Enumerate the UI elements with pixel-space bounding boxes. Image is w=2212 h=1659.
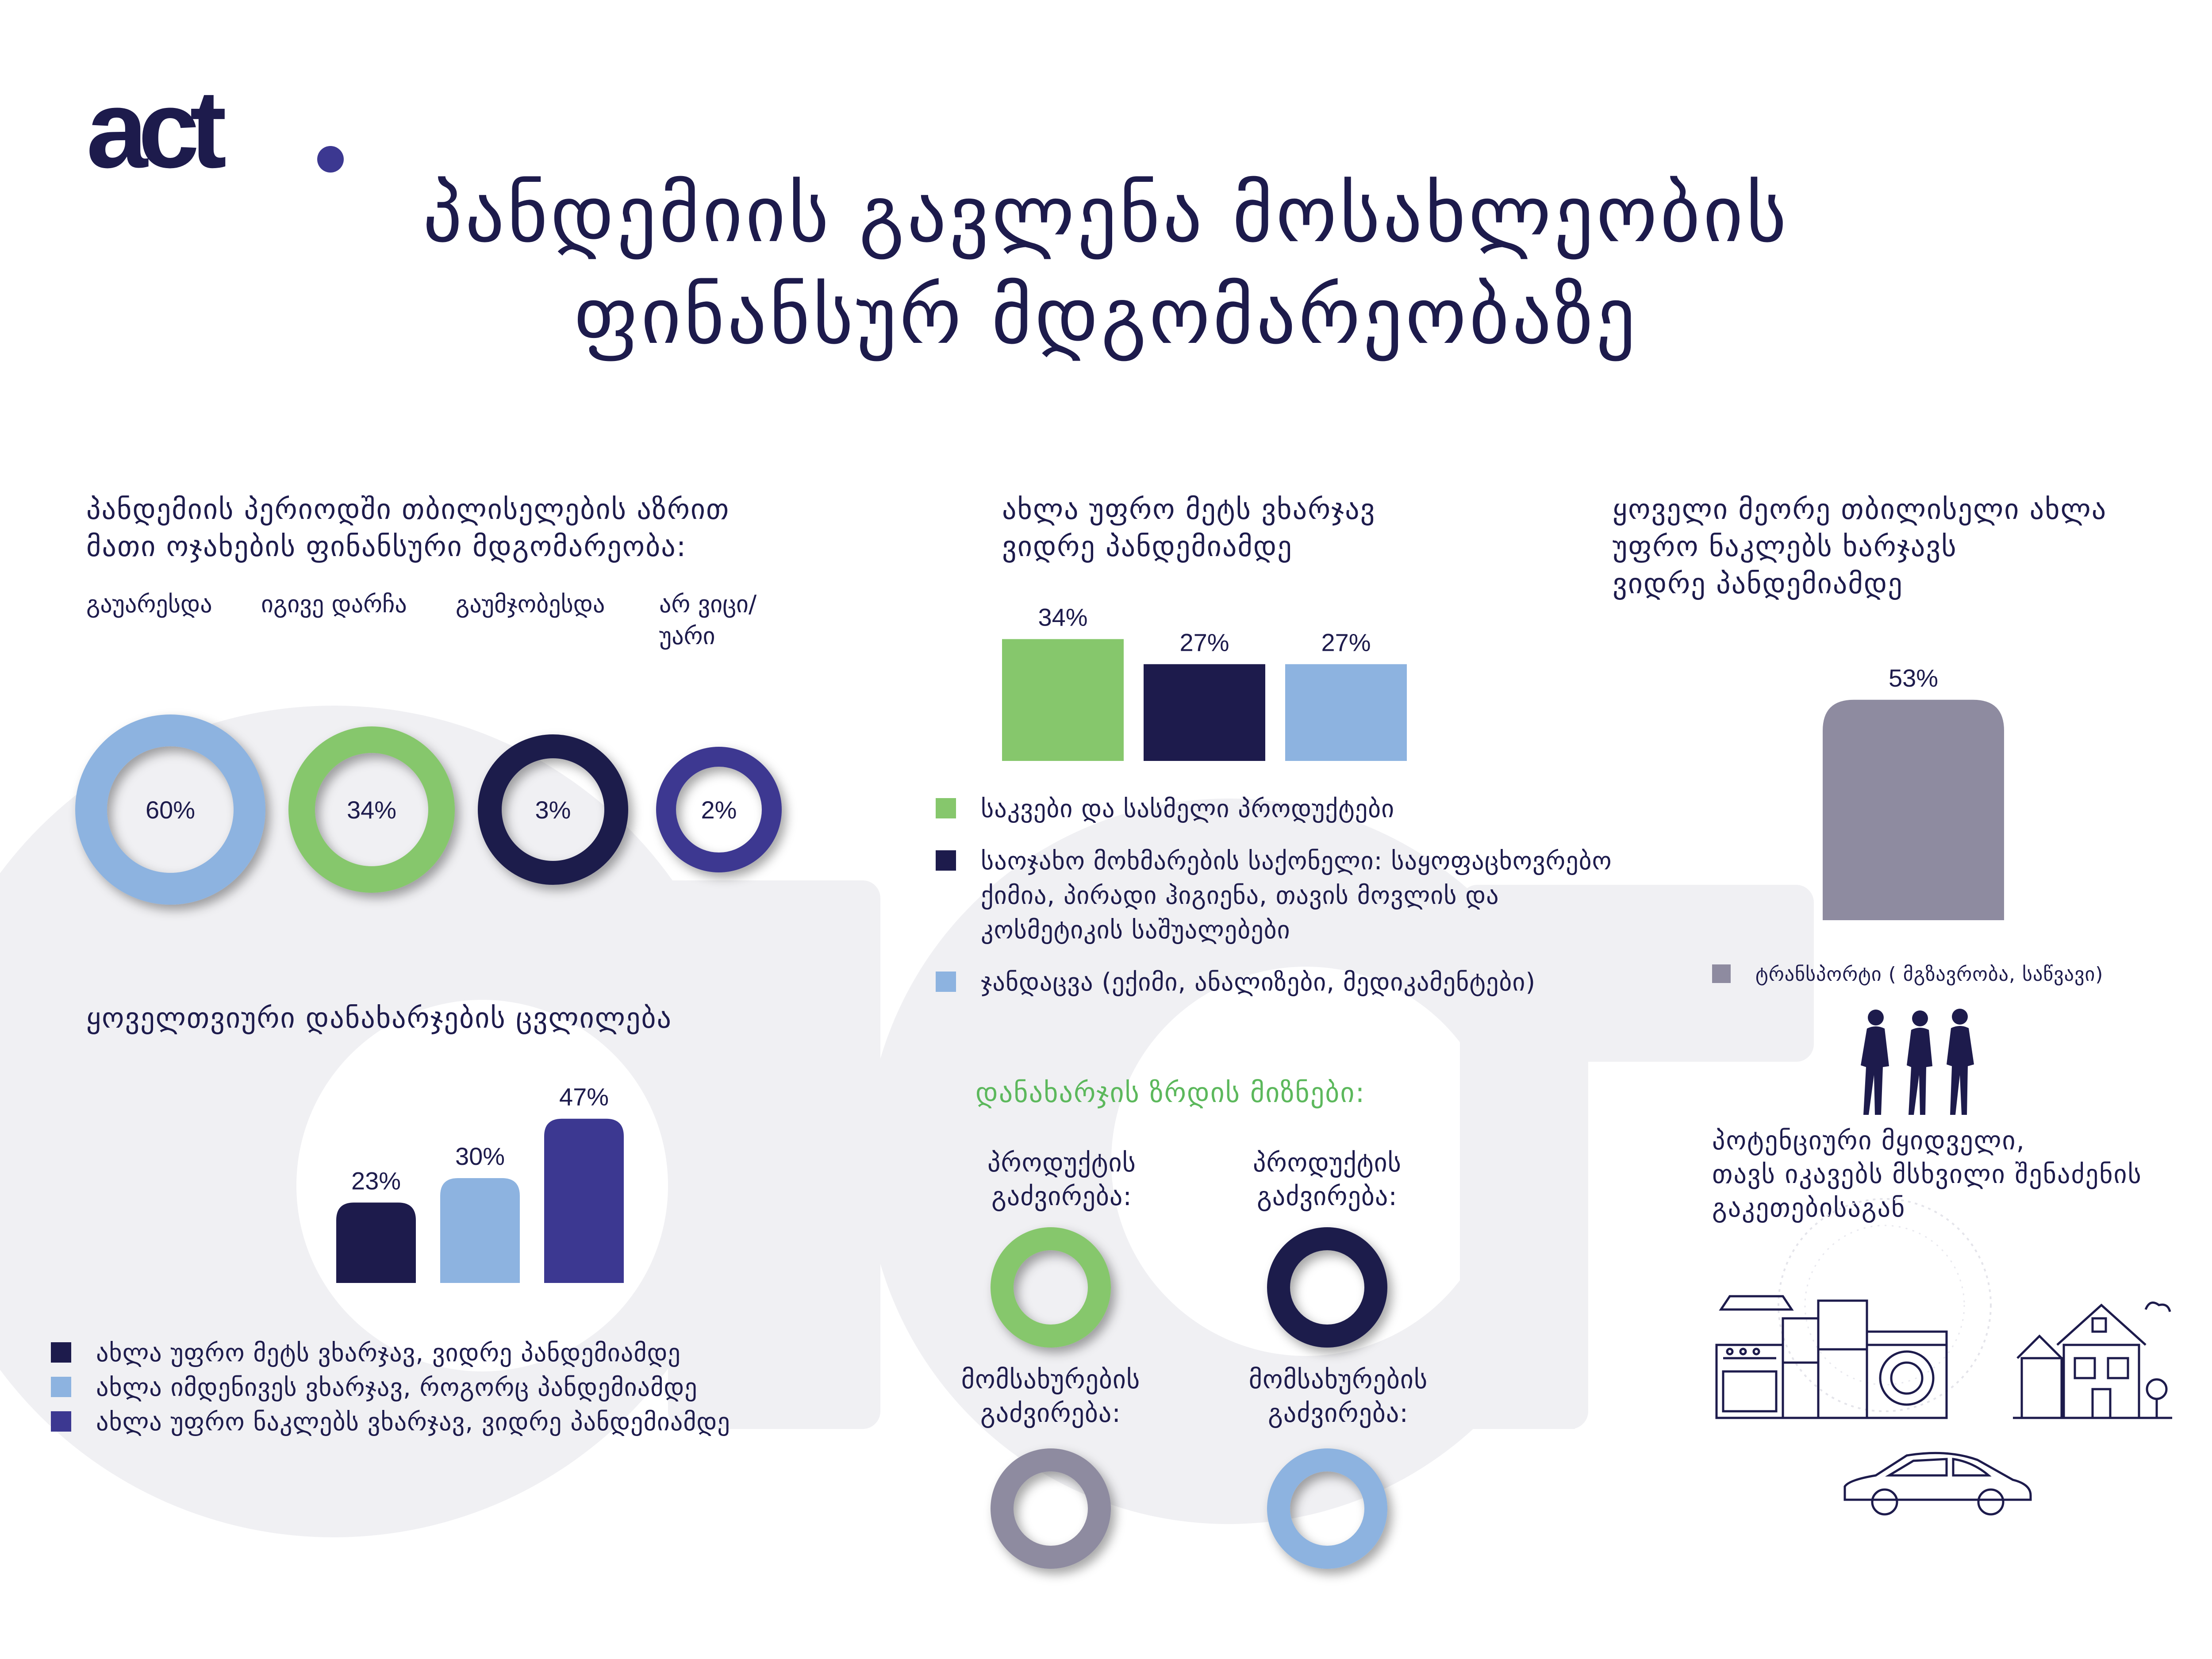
- legend-item-same: ახლა იმდენივეს ვხარჯავ, როგორც პანდემიამ…: [51, 1371, 847, 1405]
- reason-label-service-2: მომსახურების გაძვირება:: [1248, 1364, 1428, 1428]
- donut-1: [75, 714, 265, 905]
- donut-3: [478, 734, 628, 885]
- category-label-worsened: გაუარესდა: [86, 590, 212, 618]
- donut-label-3: 3%: [535, 796, 571, 824]
- spend-less-bar-label-1: 53%: [1889, 664, 1938, 692]
- numbers-doodle-icon: [1778, 1198, 1992, 1412]
- car-icon: [1843, 1452, 2032, 1516]
- donut-label-2: 34%: [347, 796, 396, 824]
- category-label-dontknow: არ ვიცი/ უარი: [659, 590, 757, 650]
- monthly-change-bar-label-1: 23%: [351, 1167, 401, 1194]
- spend-less-bar-1: [1823, 699, 2004, 920]
- section4-legend: ახლა უფრო მეტს ვხარჯავ, ვიდრე პანდემიამდ…: [51, 1336, 847, 1440]
- legend-item-less: ახლა უფრო ნაკლებს ვხარჯავ, ვიდრე პანდემი…: [51, 1405, 847, 1440]
- logo-dot: [317, 146, 344, 173]
- title-line-1: პანდემიის გავლენა მოსახლეობის: [422, 169, 1790, 260]
- title-line-2: ფინანსურ მდგომარეობაზე: [574, 271, 1638, 361]
- monthly-change-bar-label-3: 47%: [559, 1084, 609, 1111]
- section6-text: პოტენციური მყიდველი, თავს იკავებს მსხვილ…: [1712, 1125, 2142, 1223]
- house-icon: [2013, 1301, 2172, 1419]
- category-label-same: იგივე დარჩა: [261, 590, 407, 618]
- bar-chart-monthly-change: 23% 30% 47%: [336, 1084, 624, 1283]
- donut-label-4: 2%: [701, 796, 737, 824]
- act-logo: act: [86, 88, 344, 177]
- reason-label-service-1: მომსახურების გაძვირება:: [961, 1364, 1141, 1428]
- spend-more-bar-2: [1144, 664, 1265, 761]
- bar-chart-spend-more: 34% 27% 27%: [1002, 603, 1407, 761]
- spend-more-bar-label-1: 34%: [1038, 603, 1087, 631]
- spend-more-bar-1: [1002, 639, 1124, 761]
- section2-title: ახლა უფრო მეტს ვხარჯავ ვიდრე პანდემიამდე: [1002, 493, 1376, 563]
- people-icon: [1861, 1009, 1974, 1115]
- section5-title: დანახარჯის ზრდის მიზნები:: [975, 1076, 1366, 1109]
- spend-more-bar-3: [1285, 664, 1407, 761]
- monthly-change-bar-3: [544, 1118, 624, 1283]
- reason-donut-1: [991, 1227, 1111, 1348]
- donut-chart-reasons: [991, 1227, 1387, 1569]
- spend-more-bar-label-2: 27%: [1179, 628, 1229, 656]
- legend-item-health: ჯანდაცვა (ექიმი, ანალიზები, მედიკამენტებ…: [936, 965, 1688, 1000]
- section3-title: ყოველი მეორე თბილისელი ახლა უფრო ნაკლებს…: [1613, 493, 2107, 600]
- section2-legend: საკვები და სასმელი პროდუქტები საოჯახო მო…: [936, 792, 1688, 1000]
- reason-label-product-1: პროდუქტის გაძვირება:: [987, 1148, 1136, 1211]
- category-label-improved: გაუმჯობესდა: [456, 590, 605, 618]
- reason-donut-2: [1267, 1227, 1387, 1348]
- donut-4: [656, 747, 782, 872]
- legend-item-more: ახლა უფრო მეტს ვხარჯავ, ვიდრე პანდემიამდ…: [51, 1336, 847, 1371]
- bar-chart-spend-less: 53%: [1823, 664, 2004, 920]
- donut-chart-financial-state: 60% 34% 3% 2%: [75, 714, 782, 905]
- legend-item-food: საკვები და სასმელი პროდუქტები: [936, 792, 1688, 826]
- reason-donut-3: [991, 1448, 1111, 1569]
- monthly-change-bar-2: [440, 1178, 520, 1283]
- donut-label-1: 60%: [146, 796, 195, 824]
- section4-title: ყოველთვიური დანახარჯების ცვლილება: [86, 1002, 672, 1035]
- page-title: პანდემიის გავლენა მოსახლეობის ფინანსურ მ…: [0, 164, 2212, 367]
- monthly-change-bar-1: [336, 1202, 416, 1283]
- spend-more-bar-label-3: 27%: [1321, 628, 1371, 656]
- section3-legend: ტრანსპორტი ( მგზავრობა, საწვავი): [1712, 960, 2199, 989]
- kitchen-appliances-icon: [1715, 1295, 1948, 1419]
- reason-label-product-2: პროდუქტის გაძვირება:: [1253, 1148, 1402, 1211]
- section1-title: პანდემიის პერიოდში თბილისელების აზრით მა…: [86, 493, 730, 563]
- legend-item-household: საოჯახო მოხმარების საქონელი: საყოფაცხოვრ…: [936, 844, 1644, 948]
- legend-item-transport: ტრანსპორტი ( მგზავრობა, საწვავი): [1712, 960, 2199, 989]
- svg-text:act: act: [86, 88, 226, 177]
- monthly-change-bar-label-2: 30%: [455, 1142, 505, 1170]
- donut-2: [288, 726, 455, 893]
- reason-donut-4: [1267, 1448, 1387, 1569]
